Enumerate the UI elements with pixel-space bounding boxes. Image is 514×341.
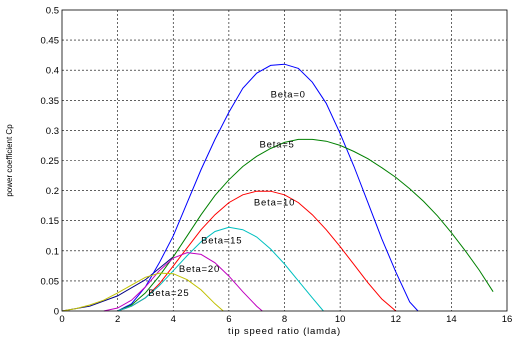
y-tick-label: 0	[54, 307, 59, 318]
y-tick-label: 0.45	[41, 36, 60, 47]
y-tick-label: 0.35	[41, 96, 60, 107]
y-tick-label: 0.5	[46, 6, 59, 17]
x-tick-label: 4	[171, 314, 176, 325]
x-axis-label: tip speed ratio (lamda)	[228, 326, 341, 337]
curve-label: Beta=10	[254, 198, 295, 209]
x-tick-label: 14	[446, 314, 457, 325]
x-tick-label: 10	[335, 314, 346, 325]
curve-label: Beta=20	[179, 264, 220, 275]
y-tick-label: 0.2	[46, 186, 59, 197]
plot-frame	[61, 9, 508, 312]
x-tick-label: 12	[390, 314, 401, 325]
x-tick-label: 0	[59, 314, 64, 325]
y-axis-label: power coefficient Cp	[5, 124, 14, 197]
curve-label: Beta=0	[271, 89, 306, 100]
y-tick-label: 0.15	[41, 216, 60, 227]
series-line-beta5	[117, 138, 494, 312]
series-lines	[61, 63, 494, 312]
series-line-beta25	[61, 272, 224, 312]
curve-label: Beta=5	[259, 139, 294, 150]
series-line-beta20	[103, 252, 263, 312]
curve-annotations: Beta=0 Beta=5 Beta=10 Beta=15 Beta=20 Beta=25	[148, 89, 306, 299]
series-line-beta0	[117, 63, 419, 312]
x-tick-label: 16	[502, 314, 513, 325]
curve-label: Beta=15	[201, 236, 242, 247]
series-line-beta15	[117, 226, 324, 312]
x-tick-label: 2	[115, 314, 120, 325]
x-tick-label: 8	[282, 314, 287, 325]
x-tick-label: 6	[226, 314, 231, 325]
y-tick-label: 0.4	[46, 66, 59, 77]
y-tick-label: 0.05	[41, 276, 60, 287]
y-tick-label: 0.25	[41, 156, 60, 167]
tick-labels: 0 2 4 6 8 10 12 14 16 0 0.05 0.1 0.15 0.2 0.25 0.3 0.35 0…	[41, 6, 513, 326]
y-tick-label: 0.3	[46, 126, 59, 137]
y-tick-label: 0.1	[46, 246, 59, 257]
series-line-beta10	[117, 190, 397, 312]
curve-label: Beta=25	[148, 288, 189, 299]
